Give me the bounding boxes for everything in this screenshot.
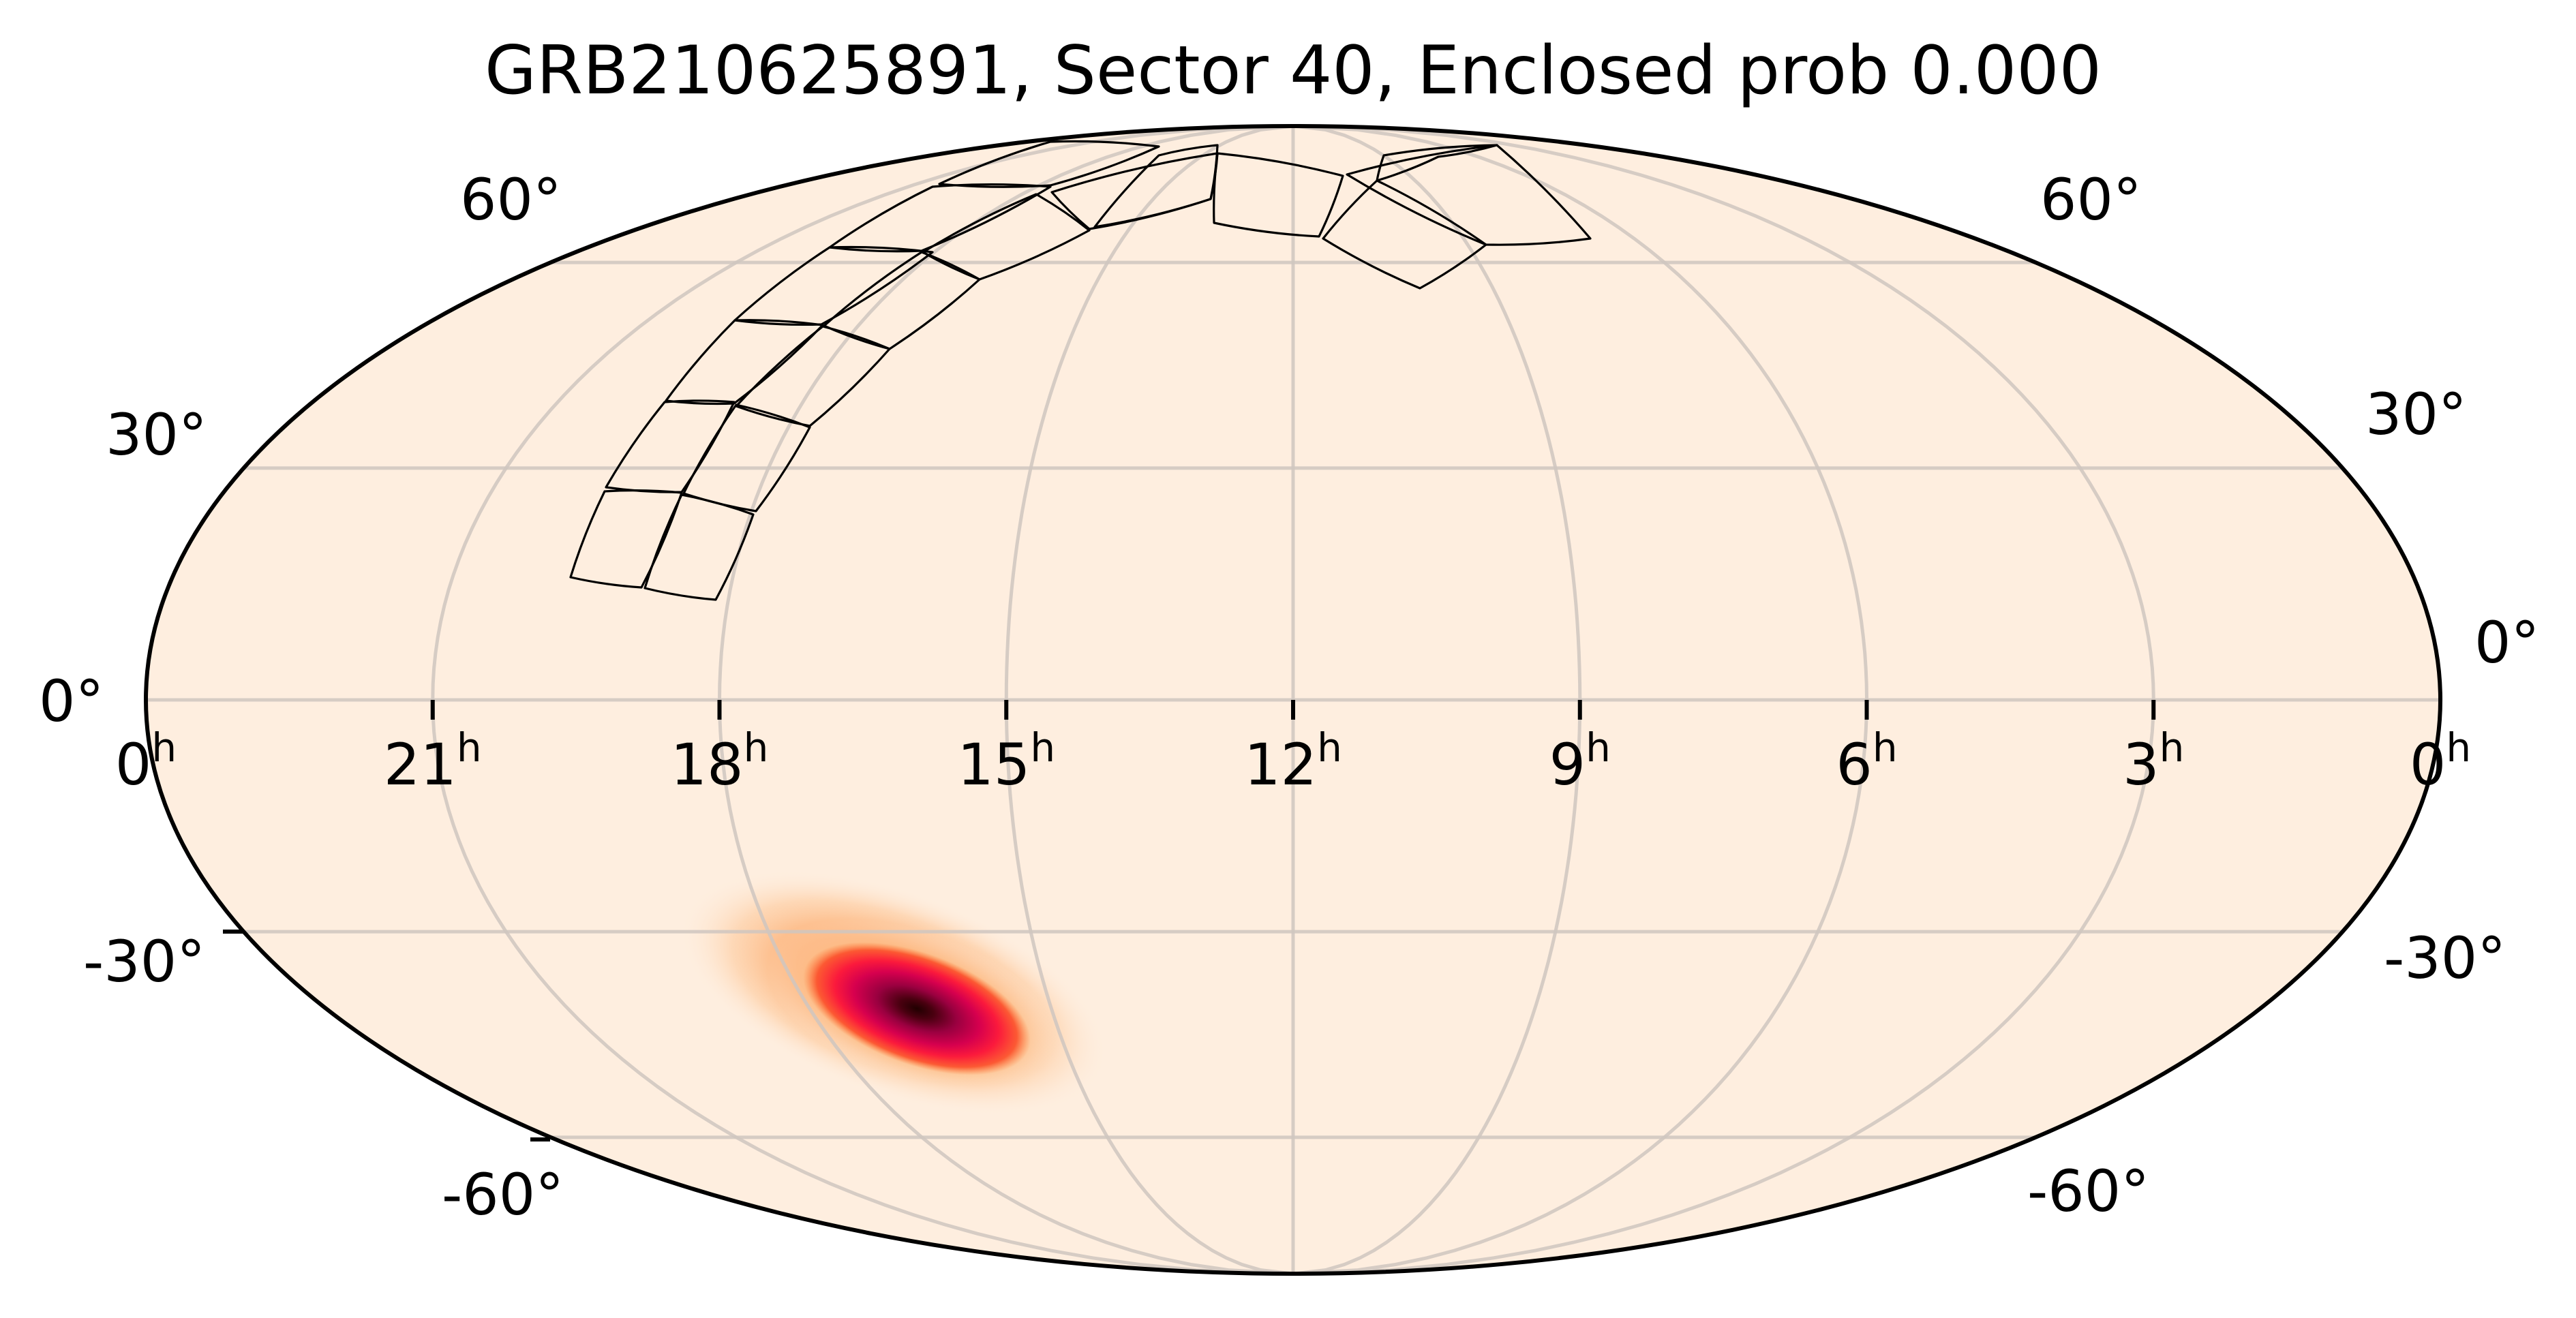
dec-label-right-minus30: -30° [2384, 925, 2506, 992]
ra-label: 15h [957, 724, 1055, 798]
dec-label-left-30: 30° [106, 401, 207, 468]
chart-title: GRB210625891, Sector 40, Enclosed prob 0… [485, 32, 2102, 110]
ccd-tile-outline [682, 403, 811, 512]
ra-label: 0h [2410, 724, 2471, 798]
ccd-tile-outline [1376, 144, 1498, 182]
ccd-tile-outline [643, 493, 755, 601]
ra-label: 9h [1549, 724, 1611, 798]
dec-label-right-60: 60° [2040, 166, 2142, 233]
dec-label-left-minus30: -30° [83, 928, 205, 995]
ra-label: 3h [2123, 724, 2184, 798]
dec-label-right-minus60: -60° [2027, 1158, 2149, 1225]
dec-axis-left: 60° 30° 0° -30° -60° [39, 166, 564, 1228]
ccd-tile-outline [733, 245, 934, 326]
dec-label-left-60: 60° [460, 166, 562, 233]
dec-label-right-0: 0° [2474, 609, 2539, 676]
dec-label-left-0: 0° [39, 668, 104, 735]
ra-label: 12h [1244, 724, 1342, 798]
ra-label: 18h [671, 724, 769, 798]
plot-frame [144, 124, 2442, 1276]
ccd-tile-outline [665, 319, 824, 405]
ccd-tile-outline [828, 183, 1052, 253]
ra-axis: 0h 21h 18h 15h 12h 9h 6h 3h 0h [115, 700, 2471, 798]
ccd-tile-outline [1346, 144, 1592, 246]
ccd-tile-outline [938, 140, 1160, 188]
ra-label: 0h [115, 724, 177, 798]
dec-label-left-minus60: -60° [442, 1161, 564, 1228]
ccd-tile-outline [1213, 152, 1344, 238]
plot-area [146, 126, 2440, 1274]
tess-ccd-footprints [569, 140, 1592, 601]
ccd-tile-outline [1093, 144, 1219, 228]
ra-label: 6h [1836, 724, 1897, 798]
ccd-tile-outline [922, 193, 1091, 281]
dec-label-right-30: 30° [2365, 381, 2467, 448]
dec-axis-right: 60° 30° 0° -30° -60° [2027, 166, 2539, 1225]
ra-label: 21h [384, 724, 482, 798]
